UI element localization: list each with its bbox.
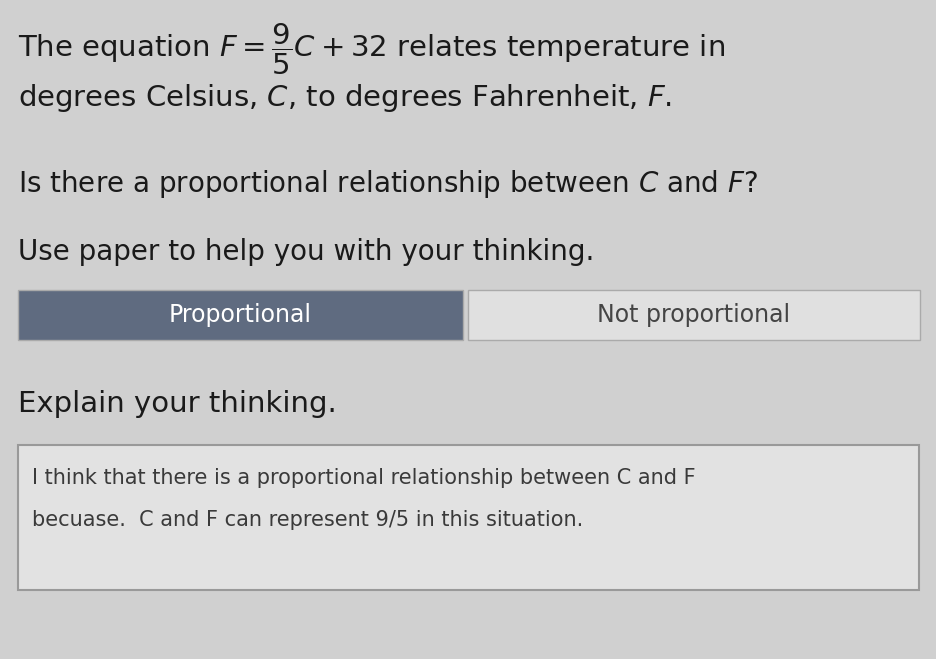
Text: I think that there is a proportional relationship between C and F: I think that there is a proportional rel… <box>32 468 695 488</box>
Text: Explain your thinking.: Explain your thinking. <box>18 390 336 418</box>
Text: Use paper to help you with your thinking.: Use paper to help you with your thinking… <box>18 238 593 266</box>
FancyBboxPatch shape <box>467 290 919 340</box>
Text: Is there a proportional relationship between $C$ and $F$?: Is there a proportional relationship bet… <box>18 168 757 200</box>
Text: Proportional: Proportional <box>168 303 312 327</box>
Text: becuase.  C and F can represent 9/5 in this situation.: becuase. C and F can represent 9/5 in th… <box>32 510 582 530</box>
Text: The equation $F = \dfrac{9}{5}C + 32$ relates temperature in: The equation $F = \dfrac{9}{5}C + 32$ re… <box>18 22 724 77</box>
FancyBboxPatch shape <box>18 290 462 340</box>
Text: degrees Celsius, $C$, to degrees Fahrenheit, $F$.: degrees Celsius, $C$, to degrees Fahrenh… <box>18 82 671 114</box>
FancyBboxPatch shape <box>18 445 918 590</box>
Text: Not proportional: Not proportional <box>597 303 790 327</box>
